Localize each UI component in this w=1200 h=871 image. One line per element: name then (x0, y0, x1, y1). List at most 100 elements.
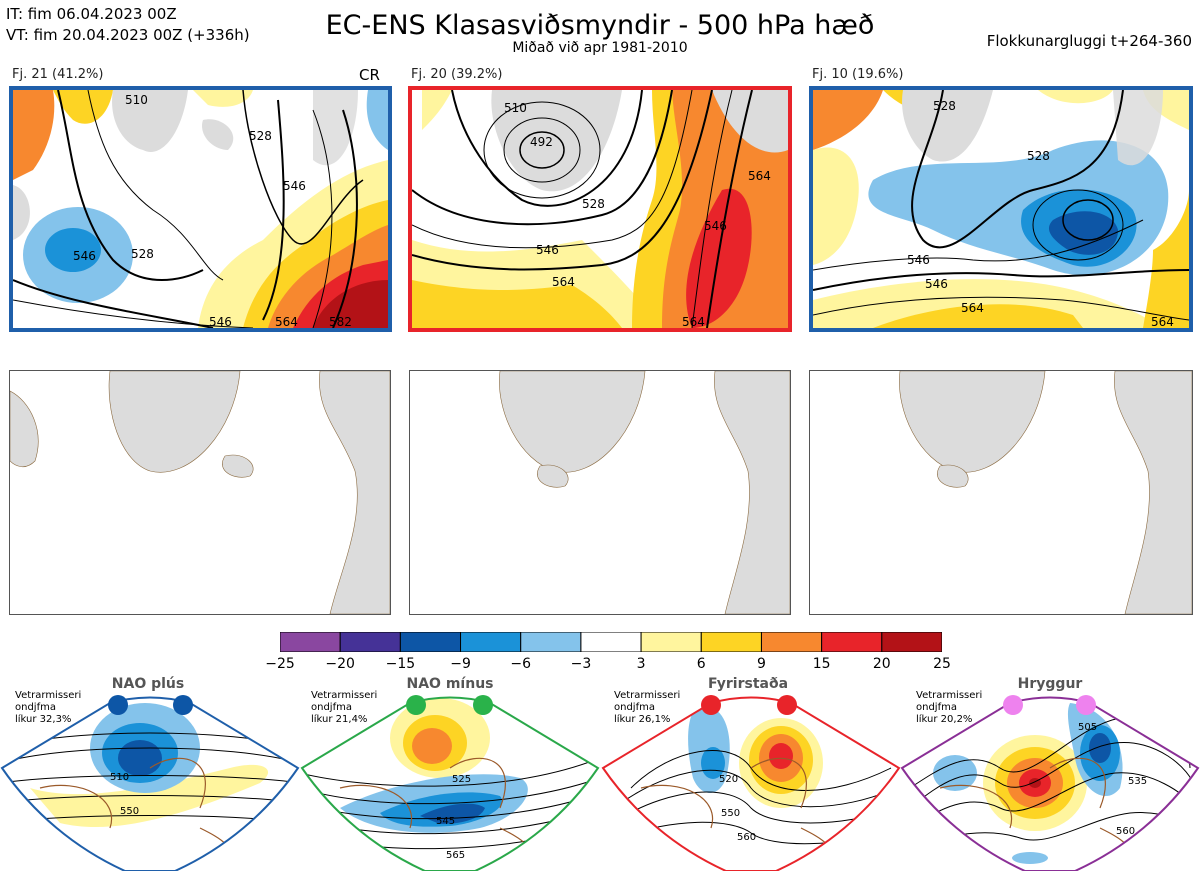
cluster-2-contour-label: 564 (748, 169, 771, 183)
cluster-2-contour-label: 564 (552, 275, 575, 289)
cluster-2-contour-label: 492 (530, 135, 553, 149)
regime-dot (473, 695, 493, 715)
cluster-3-contour-label: 546 (925, 277, 948, 291)
header-times: IT: fim 06.04.2023 00Z VT: fim 20.04.202… (6, 4, 250, 46)
regime-dot (406, 695, 426, 715)
regime-map-ridge[interactable]: 505 535 560 (900, 688, 1200, 871)
regime-note-line: Vetrarmisseri (311, 690, 378, 701)
colorbar-tick-label: 25 (933, 656, 951, 672)
colorbar-tick-label: 9 (756, 656, 766, 672)
valid-time: VT: fim 20.04.2023 00Z (+336h) (6, 26, 250, 44)
regime-note-line: líkur 20,2% (916, 714, 973, 725)
regime-contour-label: 520 (719, 774, 738, 785)
colorbar-segment (339, 631, 401, 653)
regime-note-line: líkur 26,1% (614, 714, 671, 725)
regime-title-ridge: Hryggur (1017, 676, 1083, 692)
colorbar-segment (881, 631, 943, 653)
colorbar-segment (399, 631, 462, 653)
regime-contour-label: 560 (737, 832, 756, 843)
regime-note-line: Vetrarmisseri (916, 690, 983, 701)
regime-contour-label: 565 (446, 850, 465, 861)
colorbar-segment (460, 631, 522, 653)
empty-map-2-svg (499, 371, 790, 614)
cluster-1-contour-label: 528 (249, 129, 272, 143)
empty-map-2[interactable] (409, 370, 791, 615)
cluster-1-contour-label: 546 (73, 249, 96, 263)
regime-note-line: ondjfma (311, 702, 352, 713)
colorbar-segment (520, 631, 582, 653)
cluster-map-1[interactable]: 510 528 546 546 528 546 564 582 (9, 86, 392, 332)
cluster-3-contour-label: 528 (933, 99, 956, 113)
regime-dot (108, 695, 128, 715)
empty-map-1-svg (10, 371, 390, 614)
cluster-map-1-svg: 510 528 546 546 528 546 564 582 (13, 90, 388, 328)
regime-note-nao-plus: Vetrarmisseri ondjfma líkur 32,3% (15, 690, 81, 726)
colorbar-tick-label: −20 (325, 656, 355, 672)
regime-map-nao-plus[interactable]: 510 550 (0, 688, 300, 871)
colorbar-tick-label: 20 (872, 656, 891, 672)
regime-contour-label: 550 (120, 806, 139, 817)
regime-dot (701, 695, 721, 715)
cluster-map-3-svg: 528 528 546 546 564 564 (813, 90, 1189, 328)
cluster-2-contour-label: 564 (682, 315, 705, 328)
regime-note-blocking: Vetrarmisseri ondjfma líkur 26,1% (614, 690, 680, 726)
colorbar-segment (760, 631, 823, 653)
page-title: EC-ENS Klasasviðsmyndir - 500 hPa hæð (325, 10, 875, 41)
regime-dot (777, 695, 797, 715)
colorbar-segment (640, 631, 702, 653)
cluster-1-contour-label: 564 (275, 315, 298, 328)
regime-dot (1076, 695, 1096, 715)
regime-dot (173, 695, 193, 715)
regime-note-line: ondjfma (15, 702, 56, 713)
regime-map-nao-minus[interactable]: 525 545 565 (300, 688, 600, 871)
cluster-1-contour-label: 546 (209, 315, 232, 328)
cluster-2-label: Fj. 20 (39.2%) (411, 67, 503, 82)
regime-contour-label: 535 (1128, 776, 1147, 787)
cluster-map-2[interactable]: 510 492 528 546 564 546 564 564 (408, 86, 792, 332)
colorbar-tick-label: 6 (696, 656, 706, 672)
cluster-3-contour-label: 564 (961, 301, 984, 315)
regime-note-line: Vetrarmisseri (15, 690, 82, 701)
cluster-1-tag: CR (359, 66, 380, 84)
colorbar-svg (279, 631, 943, 653)
cluster-1-contour-label: 510 (125, 93, 148, 107)
init-time: IT: fim 06.04.2023 00Z (6, 5, 177, 23)
regime-contour-label: 550 (721, 808, 740, 819)
regime-note-line: líkur 32,3% (15, 714, 72, 725)
cluster-map-3[interactable]: 528 528 546 546 564 564 (809, 86, 1193, 332)
classification-window: Flokkunargluggi t+264-360 (986, 32, 1192, 50)
cluster-2-contour-label: 528 (582, 197, 605, 211)
cluster-1-label: Fj. 21 (41.2%) (12, 67, 104, 82)
empty-map-3[interactable] (809, 370, 1193, 615)
page-subtitle: Miðað við apr 1981-2010 (512, 40, 688, 56)
cluster-2-contour-label: 510 (504, 101, 527, 115)
regime-contour-label: 525 (452, 774, 471, 785)
cluster-map-2-svg: 510 492 528 546 564 546 564 564 (412, 90, 788, 328)
regime-map-blocking[interactable]: 520 550 560 (601, 688, 901, 871)
colorbar-tick-label: 3 (636, 656, 646, 672)
empty-map-3-svg (899, 371, 1192, 614)
regime-title-nao-minus: NAO mínus (406, 676, 494, 692)
colorbar-tick-label: −3 (570, 656, 592, 672)
regime-title-blocking: Fyrirstaða (707, 676, 789, 692)
cluster-3-contour-label: 546 (907, 253, 930, 267)
colorbar-tick-label: −25 (265, 656, 295, 672)
regime-note-line: líkur 21,4% (311, 714, 368, 725)
regime-note-line: Vetrarmisseri (614, 690, 681, 701)
regime-contour-label: 560 (1116, 826, 1135, 837)
empty-map-1[interactable] (9, 370, 391, 615)
colorbar-tick-label: −15 (385, 656, 416, 672)
cluster-3-contour-label: 528 (1027, 149, 1050, 163)
regime-note-ridge: Vetrarmisseri ondjfma líkur 20,2% (916, 690, 982, 726)
regime-dot (1003, 695, 1023, 715)
colorbar-segment (279, 631, 341, 653)
regime-contour-label: 545 (436, 816, 455, 827)
cluster-2-contour-label: 546 (704, 219, 727, 233)
cluster-3-contour-label: 564 (1151, 315, 1174, 328)
cluster-1-contour-label: 528 (131, 247, 154, 261)
cluster-1-contour-label: 546 (283, 179, 306, 193)
colorbar-segment (700, 631, 762, 653)
cluster-1-contour-label: 582 (329, 315, 352, 328)
regime-note-nao-minus: Vetrarmisseri ondjfma líkur 21,4% (311, 690, 377, 726)
regime-note-line: ondjfma (614, 702, 655, 713)
